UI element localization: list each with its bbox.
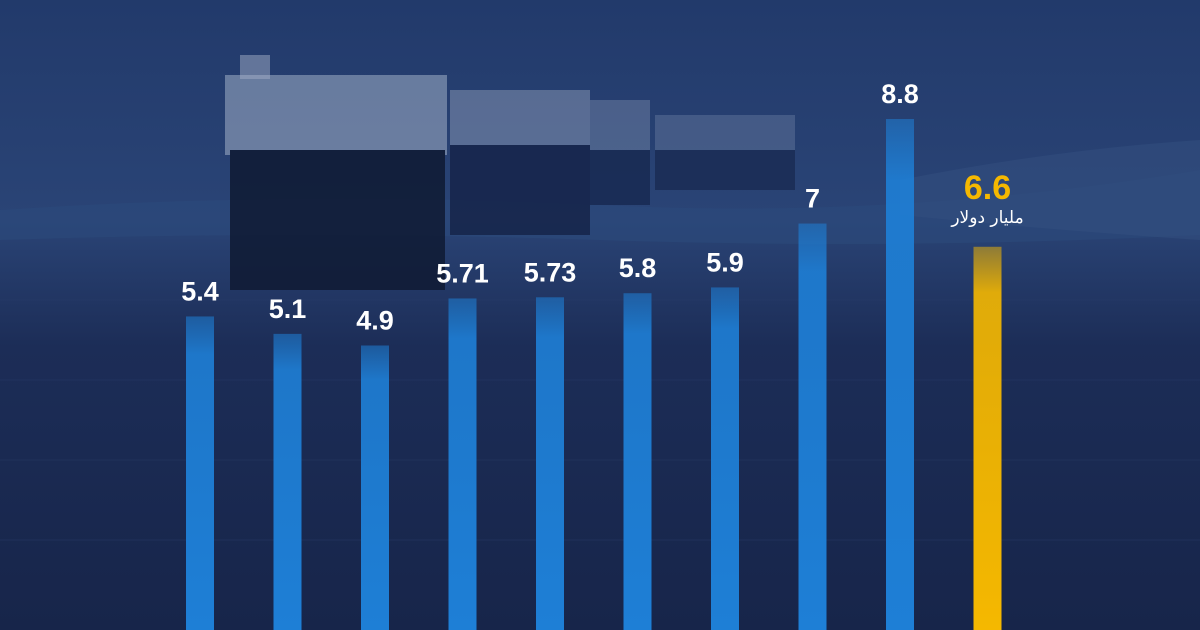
ship-silhouettes [225,55,795,290]
unit-label: مليار دولار [950,208,1023,228]
value-label: 5.73 [524,257,577,287]
value-label: 7 [805,184,820,214]
bar [711,287,739,630]
bar [536,297,564,630]
bar [798,223,827,630]
value-label: 5.1 [269,294,307,324]
bar [886,119,914,630]
bar [448,298,477,630]
value-label: 5.8 [619,253,657,283]
bar [273,333,302,630]
value-label: 4.9 [356,305,394,335]
value-label: 5.4 [181,276,219,306]
value-label: 5.9 [706,247,744,277]
value-label-highlight: 6.6 [964,169,1011,207]
value-label: 8.8 [881,79,919,109]
value-label: 5.71 [436,258,489,288]
bar [623,293,652,630]
bar [361,345,389,630]
bar-highlight [973,246,1002,630]
bar [186,316,214,630]
